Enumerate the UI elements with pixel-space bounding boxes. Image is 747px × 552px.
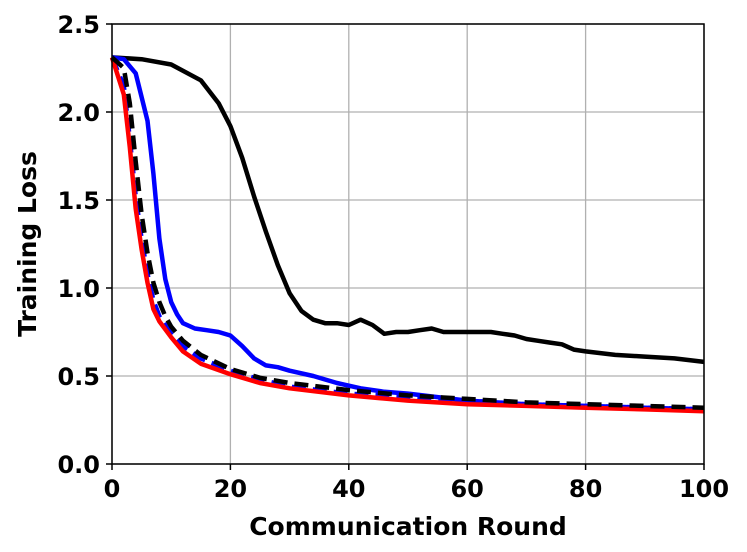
gridlines [111, 23, 705, 465]
x-tick-label: 100 [679, 475, 729, 503]
x-tick-label: 0 [104, 475, 121, 503]
series-line-1 [111, 55, 705, 365]
x-axis-title: Communication Round [249, 512, 567, 541]
series-line-5 [110, 55, 705, 410]
x-tick-label: 80 [569, 475, 602, 503]
y-tick-label: 1.5 [57, 187, 100, 215]
y-tick-label: 2.5 [57, 11, 100, 39]
y-tick-label: 2.0 [57, 99, 100, 127]
x-tick-label: 20 [214, 475, 247, 503]
series-line-4 [109, 56, 705, 414]
x-tick-label: 40 [332, 475, 365, 503]
plot-frame [111, 23, 705, 465]
series-lines [109, 55, 705, 414]
axis-ticks: 0 20 40 60 80 100 0.0 0.5 1.0 1.5 2.0 2.5 [57, 11, 729, 503]
y-axis-title: Training Loss [13, 151, 42, 337]
y-tick-label: 1.0 [57, 275, 100, 303]
y-tick-label: 0.5 [57, 363, 100, 391]
x-tick-label: 60 [450, 475, 483, 503]
y-tick-label: 0.0 [57, 451, 100, 479]
